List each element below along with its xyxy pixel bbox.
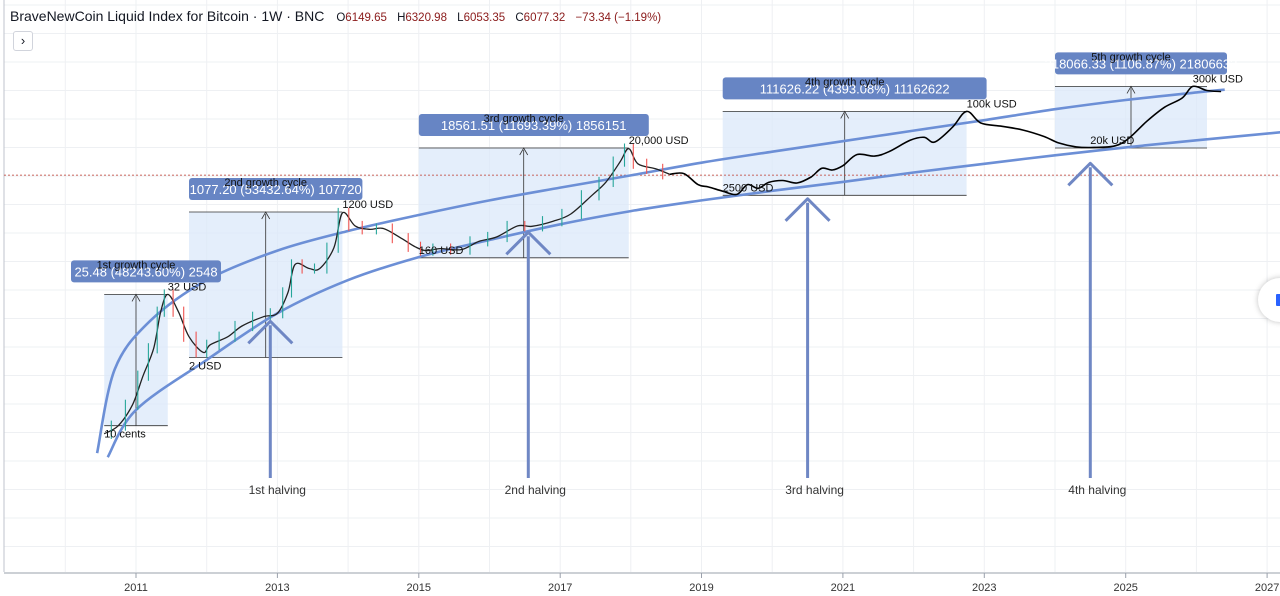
close-label: C <box>515 12 524 24</box>
cycle-measure-arrowhead <box>261 211 271 220</box>
scroll-to-realtime-button[interactable] <box>1258 278 1280 322</box>
halving-arrowhead <box>247 319 294 345</box>
chart-header: BraveNewCoin Liquid Index for Bitcoin · … <box>10 8 661 28</box>
cycle-measure-arrowhead <box>131 293 141 302</box>
time-axis-tick-label: 2019 <box>689 582 713 594</box>
cycle-value-label: 1077.20 (53432.64%) 107720 <box>190 182 362 197</box>
cycle-value-label-bg <box>189 178 363 200</box>
halving-arrows: 1st halving 2nd halving 3rd halving 4th hal… <box>247 161 1126 497</box>
cycle-measure-arrowhead <box>1126 85 1136 94</box>
price-annotation: 10 cents <box>104 429 146 441</box>
high-value: 6320.98 <box>405 12 447 24</box>
time-axis-tick-label: 2013 <box>265 582 289 594</box>
cycle-measure-arrowhead <box>519 147 529 156</box>
halving-arrowhead <box>1067 161 1114 187</box>
cycle-value-label-bg <box>1055 52 1227 75</box>
cycle-name-label: 1st growth cycle <box>97 259 176 271</box>
time-axis-tick-label: 2021 <box>831 582 855 594</box>
cycle-value-label-bg <box>418 114 649 136</box>
cycle-name-label: 4th growth cycle <box>805 76 884 88</box>
cycle-value-label: 218066.33 (1106.87%) 21806633 <box>1045 56 1238 71</box>
cycle-value-label-bg <box>722 77 987 100</box>
expand-legend-button[interactable]: › <box>13 31 33 51</box>
price-series <box>103 85 1222 439</box>
price-annotation: 20,000 USD <box>629 135 689 147</box>
ohlc-readout: O6149.65 H6320.98 L6053.35 C6077.32 −73.… <box>336 12 661 24</box>
cycle-name-label: 2nd growth cycle <box>224 177 307 189</box>
price-annotation: 100k USD <box>967 98 1017 110</box>
price-annotation: 2 USD <box>189 361 221 373</box>
halving-label: 3rd halving <box>785 483 844 497</box>
lower-growth-band <box>106 131 1280 458</box>
cycle-value-label: 111626.22 (4393.08%) 11162622 <box>760 81 950 96</box>
halving-arrowhead <box>784 197 831 222</box>
time-axis-tick-label: 2017 <box>548 582 572 594</box>
time-axis: 2011 2013 2015 2017 2019 2021 2023 2025 2027 <box>4 572 1280 594</box>
change-value: −73.34 (−1.19%) <box>575 12 662 24</box>
price-annotation: 2500 USD <box>723 182 774 194</box>
halving-label: 2nd halving <box>505 483 566 497</box>
price-annotations: 10 cents 32 USD 2 USD 1200 USD 160 USD 20,000… <box>104 73 1243 440</box>
time-axis-tick-label: 2023 <box>972 582 996 594</box>
chart-title: BraveNewCoin Liquid Index for Bitcoin · … <box>10 8 325 24</box>
low-value: 6053.35 <box>463 12 506 24</box>
price-annotation: 160 USD <box>419 245 464 257</box>
time-axis-tick-label: 2011 <box>124 582 148 594</box>
projected-price-line <box>669 85 1222 196</box>
open-value: 6149.65 <box>345 12 387 24</box>
open-label: O <box>336 12 346 24</box>
halving-label: 1st halving <box>249 483 306 497</box>
cycle-value-label-bg <box>71 260 221 283</box>
price-annotation: 32 USD <box>168 281 207 293</box>
price-annotation: 300k USD <box>1193 73 1243 85</box>
time-axis-tick-label: 2025 <box>1113 582 1137 594</box>
price-annotation: 20k USD <box>1090 135 1134 147</box>
time-axis-tick-label: 2027 <box>1255 582 1279 594</box>
time-axis-tick-label: 2015 <box>407 582 431 594</box>
cycle-measure-arrowhead <box>840 110 850 119</box>
halving-label: 4th halving <box>1068 483 1126 497</box>
low-label: L <box>457 12 464 24</box>
cycle-name-label: 3rd growth cycle <box>484 113 564 125</box>
halving-arrowhead <box>505 230 552 256</box>
price-annotation: 1200 USD <box>342 199 393 211</box>
cycle-name-label: 5th growth cycle <box>1091 51 1170 63</box>
high-label: H <box>397 12 406 24</box>
cycle-value-label: 25.48 (48243.60%) 2548 <box>74 264 217 279</box>
scroll-right-icon <box>1276 294 1280 306</box>
cycle-value-label: 18561.51 (11693.39%) 1856151 <box>441 118 627 133</box>
close-value: 6077.32 <box>523 12 566 24</box>
